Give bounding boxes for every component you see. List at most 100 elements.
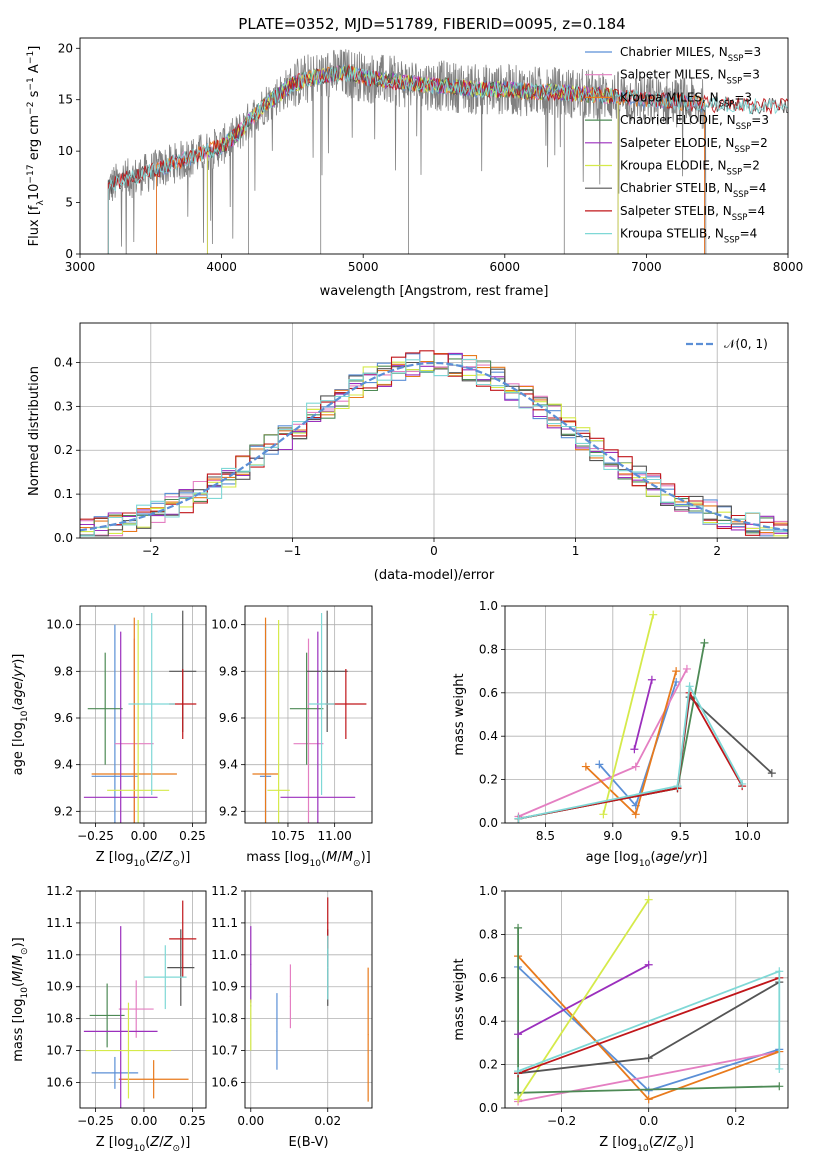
age-vs-z-axes-x-label: Z [log10(Z/Z⊙)] (96, 850, 191, 869)
weight-line-salpeter-miles (517, 1050, 780, 1103)
legend-label: Kroupa STELIB, NSSP=4 (620, 227, 757, 245)
y-tick-label: 9.8 (219, 664, 238, 678)
errorbar-point (114, 775, 116, 777)
y-tick-label: 11.2 (211, 884, 238, 898)
x-tick-label: 8.5 (536, 829, 555, 843)
weight-marker (644, 895, 653, 904)
x-tick-label: 0.2 (726, 1114, 745, 1128)
weight-marker (775, 1082, 784, 1091)
weight-marker (767, 769, 776, 778)
x-tick-label: 10.75 (271, 829, 305, 843)
x-tick-label: 0.00 (131, 1114, 158, 1128)
y-tick-label: 10.9 (211, 980, 238, 994)
spectrum-axes: 3000 4000 5000 6000 7000 8000 0 5 10 15 20 waveleng… (26, 37, 804, 299)
y-tick-label: 10.6 (46, 1075, 73, 1089)
errorbar-point (133, 773, 135, 775)
y-tick-label: 10.0 (211, 618, 238, 632)
errorbar-point (106, 1014, 108, 1017)
x-tick-label: 0.25 (179, 829, 206, 843)
y-tick-label: 0.2 (54, 443, 73, 457)
axes-frame (244, 605, 373, 824)
y-tick-label: 1.0 (479, 599, 498, 613)
y-tick-label: 11.1 (211, 916, 238, 930)
y-tick-label: 0.0 (54, 531, 73, 545)
y-tick-label: 11.0 (211, 948, 238, 962)
x-tick-label: 11.00 (317, 829, 351, 843)
plot-area (514, 895, 784, 1106)
x-tick-label: 7000 (631, 260, 662, 274)
legend-label: Chabrier STELIB, NSSP=4 (620, 181, 766, 199)
errorbar-point (120, 796, 122, 798)
weight-marker (630, 745, 639, 754)
weight-marker (514, 814, 523, 823)
weight-marker (631, 810, 640, 819)
errorbar-point (114, 1072, 116, 1074)
weight-line-kroupa-elodie (602, 614, 655, 815)
axes-frame (244, 890, 373, 1109)
errorbar-point (250, 963, 252, 965)
residuals-x-label: (data-model)/error (374, 568, 495, 583)
weight-marker (685, 682, 694, 691)
y-tick-label: 9.6 (54, 711, 73, 725)
y-tick-label: 0.2 (479, 1058, 498, 1072)
weight-marker (775, 967, 784, 976)
errorbar-point (320, 703, 323, 705)
axes-frame (79, 322, 789, 539)
mass-vs-ebv-axes: 0.00 0.02 10.6 10.7 10.8 10.9 11.0 11.1 11.2 E(B-… (211, 884, 373, 1150)
errorbar-point (182, 938, 184, 940)
y-tick-label: 9.8 (54, 664, 73, 678)
y-tick-label: 9.6 (219, 711, 238, 725)
spectrum-legend: Chabrier MILES, NSSP=3 Salpeter MILES, NS… (585, 45, 769, 245)
weight-line-salpeter-elodie (633, 679, 653, 750)
age-vs-mass-axes: 10.75 11.00 9.2 9.4 9.6 9.8 10.0 mass [log10(M/… (211, 605, 373, 869)
y-tick-label: 10.7 (46, 1044, 73, 1058)
y-tick-label: 9.4 (54, 758, 73, 772)
x-tick-label: 8000 (773, 260, 804, 274)
x-tick-label: −0.25 (77, 829, 114, 843)
y-tick-label: 1.0 (479, 884, 498, 898)
y-tick-label: 10 (58, 144, 73, 158)
errorbar-point (306, 708, 308, 710)
x-tick-label: 0 (430, 544, 438, 558)
y-tick-label: 0.8 (479, 927, 498, 941)
x-tick-label: −1 (284, 544, 302, 558)
weight-line-kroupa-stelib (518, 683, 743, 820)
legend-label: Salpeter STELIB, NSSP=4 (620, 204, 765, 222)
weight-vs-age-axes-x-label: age [log10(age/yr)] (586, 850, 708, 869)
weight-vs-z-axes: −0.2 0.0 0.2 0.0 0.2 0.4 0.6 0.8 1.0 Z [log10(Z/Z… (452, 884, 789, 1154)
weight-marker (672, 667, 681, 676)
errorbar-point (137, 789, 139, 791)
axes-frame (79, 605, 207, 824)
model-line-kroupa-stelib (107, 66, 788, 254)
weight-marker (514, 1095, 523, 1104)
mass-vs-ebv-axes-x-label: E(B-V) (288, 1135, 328, 1150)
legend-label: Kroupa MILES, NSSP=3 (620, 90, 752, 108)
mass-vs-z-axes: −0.25 0.00 0.25 10.6 10.7 10.8 10.9 11.0 11.1 11.… (11, 884, 207, 1154)
histogram-step-salpeter-stelib (80, 350, 788, 536)
age-vs-mass-axes-x-label: mass [log10(M/M⊙)] (246, 850, 370, 869)
weight-marker (673, 782, 682, 791)
weight-marker (581, 762, 590, 771)
y-tick-label: 11.2 (46, 884, 73, 898)
x-tick-label: 1 (572, 544, 580, 558)
y-tick-label: 10.6 (211, 1075, 238, 1089)
plot-area (83, 900, 197, 1108)
y-tick-label: 0.4 (54, 355, 73, 369)
weight-marker (738, 779, 747, 788)
x-tick-label: 0.02 (314, 1114, 341, 1128)
y-tick-label: 15 (58, 93, 73, 107)
y-tick-label: 10.9 (46, 980, 73, 994)
weight-vs-z-axes-x-label: Z [log10(Z/Z⊙)] (599, 1135, 694, 1154)
y-tick-label: 10.0 (46, 618, 73, 632)
axes-frame (504, 890, 789, 1109)
y-tick-label: 0.4 (479, 729, 498, 743)
errorbar-point (367, 1034, 369, 1036)
weight-line-salpeter-stelib (517, 976, 780, 1075)
errorbar-point (278, 789, 280, 791)
plot-area (107, 49, 788, 254)
legend-label: Kroupa ELODIE, NSSP=2 (620, 159, 760, 177)
x-tick-label: 0.0 (639, 1114, 658, 1128)
y-tick-label: 20 (58, 41, 73, 55)
axes-frame (504, 605, 789, 824)
